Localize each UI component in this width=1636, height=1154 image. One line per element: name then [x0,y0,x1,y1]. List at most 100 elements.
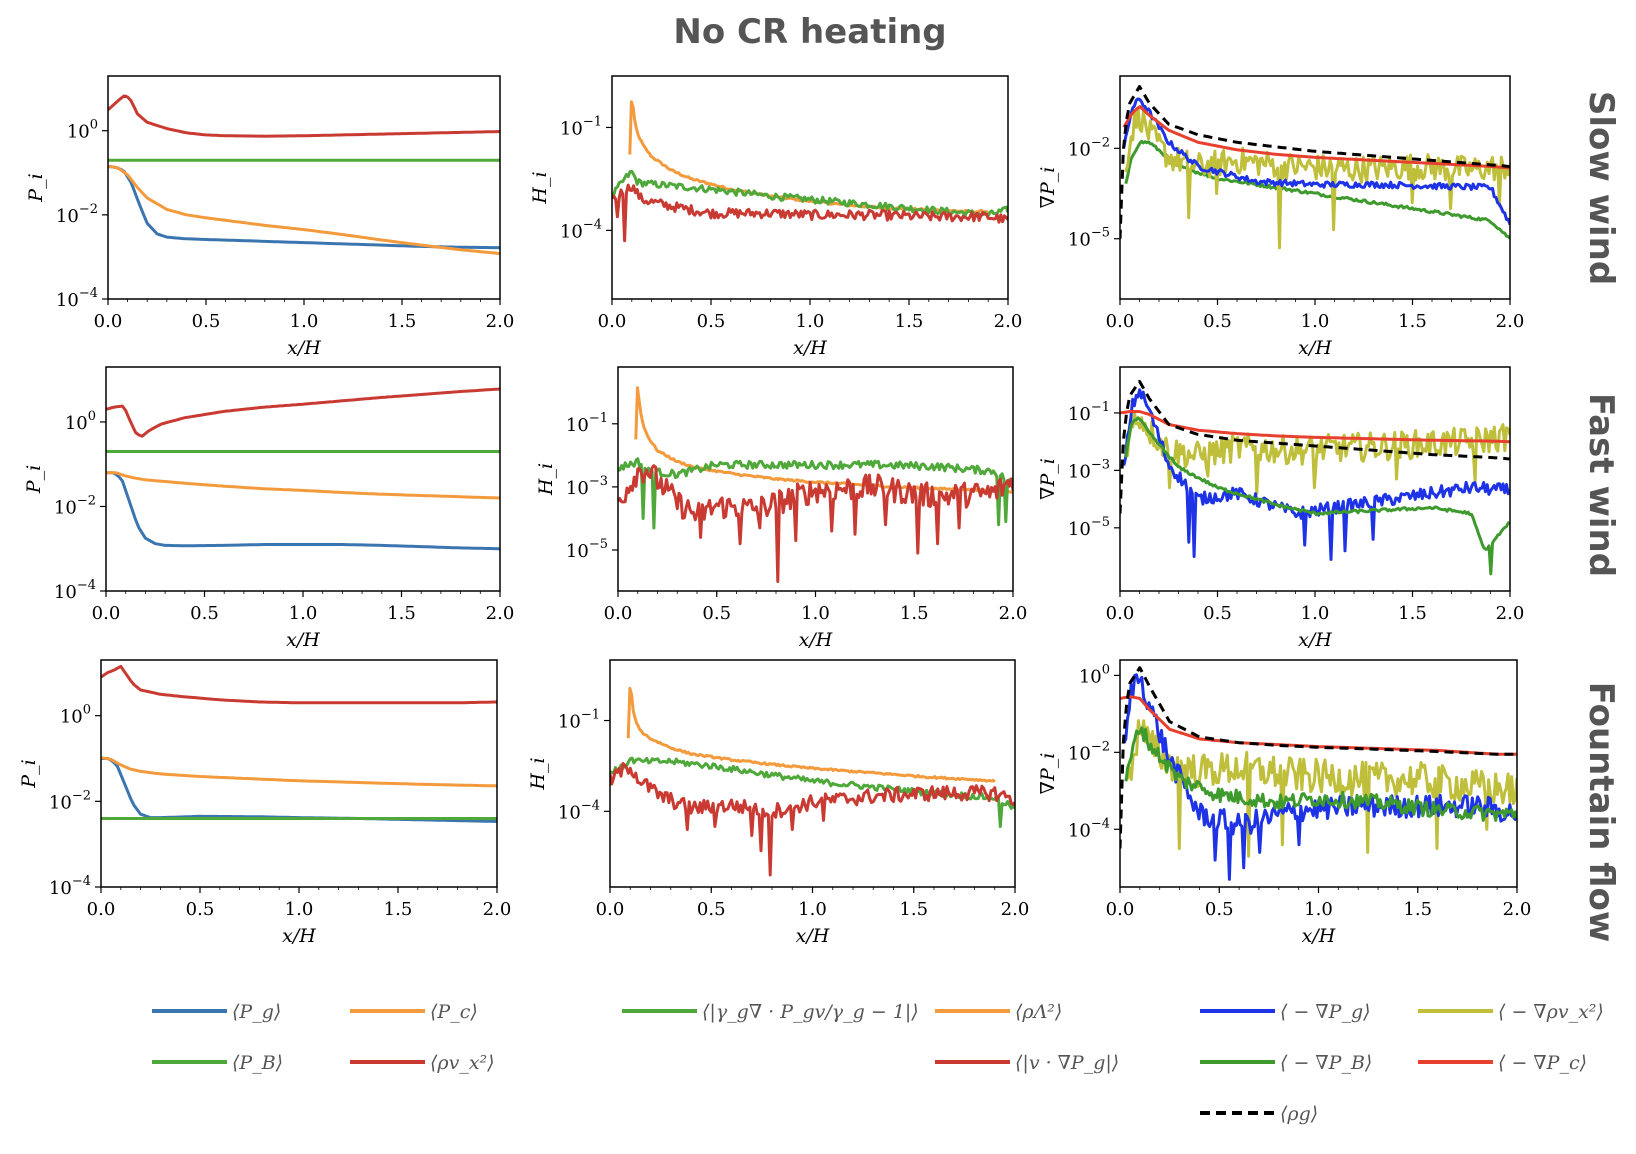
x-tick-label: 1.5 [899,899,928,920]
series-line-4 [101,664,497,705]
x-axis-label: x/H [799,629,833,651]
x-tick-label: 1.5 [387,603,416,624]
y-axis-label: H_i [527,757,549,790]
series-line-1 [108,165,500,250]
legend-heating: ⟨|γ_g∇ · P_gv/γ_g − 1|⟩ ⟨ρΛ²⟩ ⟨|v · ∇P_g… [622,1001,1119,1074]
x-tick-label: 0.5 [702,603,731,624]
row-label-fountain-flow: Fountain flow [1581,682,1621,942]
series-line-3 [618,464,1013,583]
series-line-2 [1122,673,1517,881]
y-tick-label: 100 [65,409,96,434]
panels: 0.0 0.5 1.0 1.5 2.0 100 10−2 10−4 x/H P_i 0.0 0.5 1.… [18,75,1532,947]
y-axis-label: H_i [535,463,557,496]
y-tick-label: 10−1 [566,411,608,436]
plot-frame [105,366,501,592]
panel-8: 0.0 0.5 1.0 1.5 2.0 10−1 10−4 x/H H_i [527,659,1029,947]
legend-label-gamma: ⟨|γ_g∇ · P_gv/γ_g − 1|⟩ [702,1001,919,1023]
plot-frame [617,366,1014,592]
y-tick-label: 10−4 [56,286,98,311]
series-group [610,686,1015,877]
panel-5: 0.0 0.5 1.0 1.5 2.0 10−1 10−3 10−5 x/H H_i [535,366,1028,651]
legend-label-vgrad: ⟨|v · ∇P_g|⟩ [1015,1052,1119,1074]
x-tick-label: 0.0 [1106,899,1135,920]
x-tick-label: 1.5 [900,603,929,624]
x-tick-label: 1.0 [1301,603,1330,624]
series-line-4 [1122,105,1510,170]
x-tick-label: 0.5 [697,311,726,332]
x-tick-label: 1.0 [1301,311,1330,332]
x-tick-label: 1.5 [1403,899,1432,920]
x-tick-label: 2.0 [994,311,1023,332]
legend-label-lambda: ⟨ρΛ²⟩ [1015,1001,1062,1023]
series-group [618,386,1013,583]
y-tick-label: 10−4 [1068,816,1110,841]
x-tick-label: 0.5 [697,899,726,920]
series-group [1120,85,1510,250]
y-tick-label: 10−4 [560,217,602,242]
series-line-2 [618,457,1013,530]
y-axis-label: H_i [529,171,551,204]
x-tick-label: 1.5 [1398,311,1427,332]
y-tick-label: 10−3 [566,474,608,499]
legend-gradients: ⟨ − ∇P_g⟩ ⟨ − ∇ρv_x²⟩ ⟨ − ∇P_B⟩ ⟨ − ∇P_c… [1200,1001,1604,1125]
y-tick-label: 10−4 [49,874,91,899]
panel-3: 0.0 0.5 1.0 1.5 2.0 10−2 10−5 x/H ∇P_i [1037,75,1524,359]
series-line-5 [1120,666,1517,849]
series-line-2 [612,169,1008,218]
legend-label-gradpg: ⟨ − ∇P_g⟩ [1280,1001,1371,1023]
series-line-5 [1120,85,1510,239]
y-tick-label: 100 [1079,662,1110,687]
legend-label-pc: ⟨P_c⟩ [430,1001,478,1023]
x-tick-label: 0.0 [604,603,633,624]
x-tick-label: 2.0 [486,603,515,624]
legend-label-gradpb: ⟨ − ∇P_B⟩ [1280,1052,1372,1074]
x-tick-label: 0.5 [192,311,221,332]
x-tick-label: 0.5 [186,899,215,920]
x-axis-label: x/H [282,925,316,947]
series-line-2 [108,165,500,256]
x-tick-label: 0.5 [1203,311,1232,332]
y-tick-label: 10−4 [558,798,600,823]
legend-pressures: ⟨P_g⟩ ⟨P_c⟩ ⟨P_B⟩ ⟨ρv_x²⟩ [152,1001,495,1074]
x-tick-label: 0.0 [87,899,116,920]
x-tick-label: 0.0 [596,899,625,920]
y-axis-label: P_i [23,465,45,494]
x-tick-label: 1.5 [895,311,924,332]
series-line-1 [628,100,989,214]
series-group [106,387,500,551]
series-line-3 [610,762,1015,877]
series-line-2 [101,756,497,788]
x-tick-label: 2.0 [1503,899,1532,920]
y-tick-label: 10−2 [1068,739,1110,764]
series-line-1 [626,686,996,783]
x-tick-label: 1.0 [796,311,825,332]
series-line-4 [106,387,500,438]
y-tick-label: 10−2 [1068,135,1110,160]
x-tick-label: 2.0 [999,603,1028,624]
x-tick-label: 1.5 [1398,603,1427,624]
y-axis-label: P_i [25,173,47,202]
panel-9: 0.0 0.5 1.0 1.5 2.0 100 10−2 10−4 x/H ∇P_i [1037,659,1532,947]
series-line-1 [634,386,1013,494]
x-tick-label: 0.5 [1205,899,1234,920]
series-line-3 [1122,97,1510,226]
panel-7: 0.0 0.5 1.0 1.5 2.0 100 10−2 10−4 x/H P_i [18,659,511,947]
y-tick-label: 10−3 [1068,457,1110,482]
y-tick-label: 100 [60,703,91,728]
legend-label-pb: ⟨P_B⟩ [232,1052,283,1074]
row-label-fast-wind: Fast wind [1581,393,1621,577]
series-line-2 [1122,388,1510,561]
x-tick-label: 1.5 [384,899,413,920]
y-tick-label: 10−1 [558,708,600,733]
legend-label-pg: ⟨P_g⟩ [232,1001,281,1023]
x-tick-label: 1.0 [290,311,319,332]
y-tick-label: 10−2 [54,493,96,518]
x-tick-label: 2.0 [486,311,515,332]
panel-6: 0.0 0.5 1.0 1.5 2.0 10−1 10−3 10−5 x/H ∇P_i [1037,366,1524,651]
series-group [108,94,500,256]
legend-label-rhog: ⟨ρg⟩ [1280,1103,1318,1125]
y-axis-label: ∇P_i [1037,753,1059,795]
series-group [101,664,497,823]
legend-label-rhov2: ⟨ρv_x²⟩ [430,1052,495,1074]
